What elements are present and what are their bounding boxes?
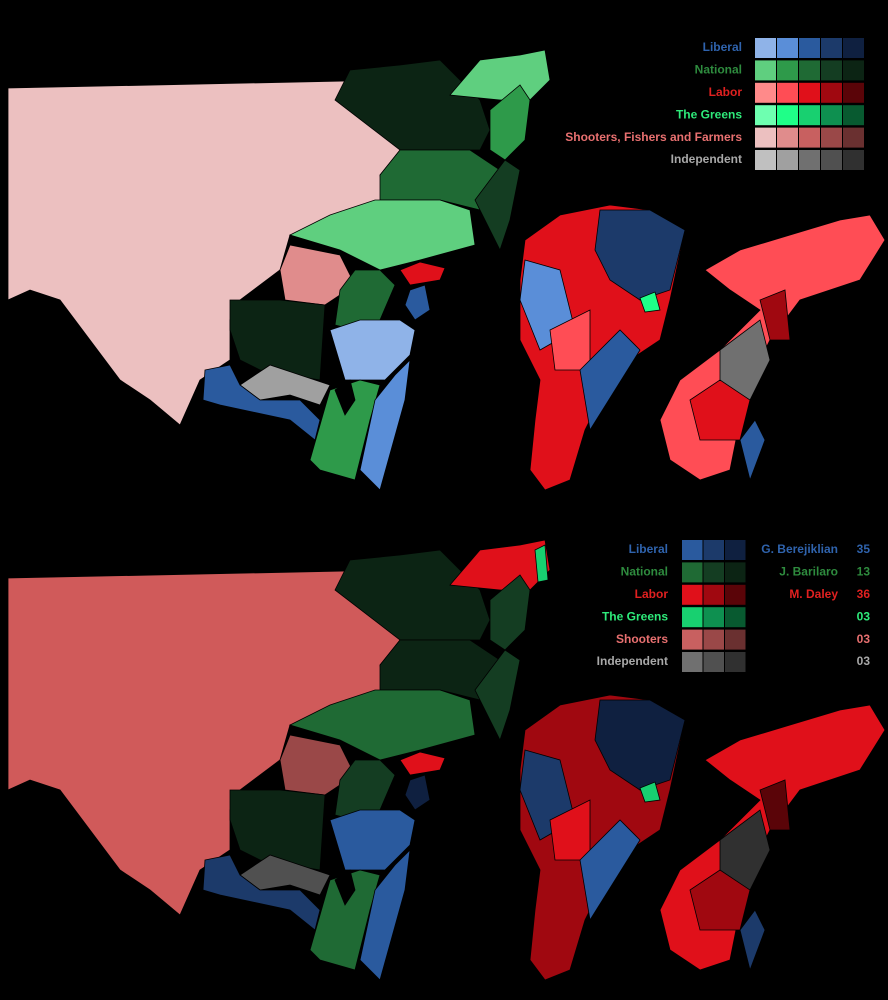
legend-swatch (843, 150, 864, 170)
legend-swatch (843, 127, 864, 148)
legend-swatch (755, 150, 776, 170)
legend-swatch (821, 60, 842, 81)
leader-name: M. Daley (789, 587, 838, 601)
legend-swatch (777, 60, 798, 81)
legend-swatch (843, 105, 864, 126)
legend-swatch (725, 540, 746, 560)
top-map (7, 49, 886, 491)
legend-party: Shooters (616, 632, 668, 646)
legend-swatch (777, 105, 798, 126)
legend-swatch (682, 540, 703, 560)
legend-swatch (755, 60, 776, 81)
legend-party: Labor (635, 587, 669, 601)
legend-swatch (799, 60, 820, 81)
legend-swatch (843, 38, 864, 58)
legend-swatch (725, 584, 746, 605)
legend-swatch (682, 584, 703, 605)
legend-party: The Greens (676, 107, 742, 121)
legend-swatch (725, 562, 746, 583)
legend-swatch (821, 38, 842, 58)
legend-swatch (821, 105, 842, 126)
legend-swatch (821, 127, 842, 148)
legend-party: National (621, 565, 668, 579)
legend-swatch (821, 82, 842, 103)
legend-swatch (682, 607, 703, 628)
legend-swatch (799, 82, 820, 103)
leader-seats: 13 (857, 565, 871, 579)
legend-party: Liberal (629, 542, 668, 556)
leader-seats: 03 (857, 609, 871, 623)
legend-party: Liberal (703, 40, 742, 54)
legend-swatch (703, 584, 724, 605)
legend-swatch (843, 60, 864, 81)
legend-swatch (843, 82, 864, 103)
legend-swatch (703, 540, 724, 560)
legend-swatch (799, 105, 820, 126)
legend-swatch (725, 607, 746, 628)
legend-swatch (755, 127, 776, 148)
legend-swatch (777, 82, 798, 103)
legend-swatch (725, 629, 746, 650)
legend-party: Shooters, Fishers and Farmers (565, 130, 742, 144)
legend-party: Independent (671, 152, 742, 166)
legend-swatch (799, 127, 820, 148)
leader-name: G. Berejiklian (761, 542, 838, 556)
bottom-map (7, 539, 886, 981)
legend-swatch (703, 629, 724, 650)
legend-swatch (725, 652, 746, 672)
legend-swatch (703, 562, 724, 583)
legend-swatch (799, 150, 820, 170)
leader-seats: 03 (857, 632, 871, 646)
legend-swatch (682, 652, 703, 672)
legend-party: National (695, 63, 742, 77)
legend-swatch (755, 82, 776, 103)
legend-swatch (821, 150, 842, 170)
leader-seats: 35 (857, 542, 871, 556)
legend-swatch (703, 607, 724, 628)
legend-swatch (755, 105, 776, 126)
leader-seats: 36 (857, 587, 871, 601)
legend-party: Independent (597, 654, 668, 668)
leader-name: J. Barilaro (779, 565, 838, 579)
legend-swatch (682, 562, 703, 583)
legend-swatch (777, 150, 798, 170)
legend-swatch (777, 38, 798, 58)
legend-swatch (799, 38, 820, 58)
legend-swatch (703, 652, 724, 672)
legend-swatch (682, 629, 703, 650)
legend-swatch (777, 127, 798, 148)
legend-swatch (755, 38, 776, 58)
legend-party: The Greens (602, 609, 668, 623)
leader-seats: 03 (857, 654, 871, 668)
legend-party: Labor (709, 85, 743, 99)
